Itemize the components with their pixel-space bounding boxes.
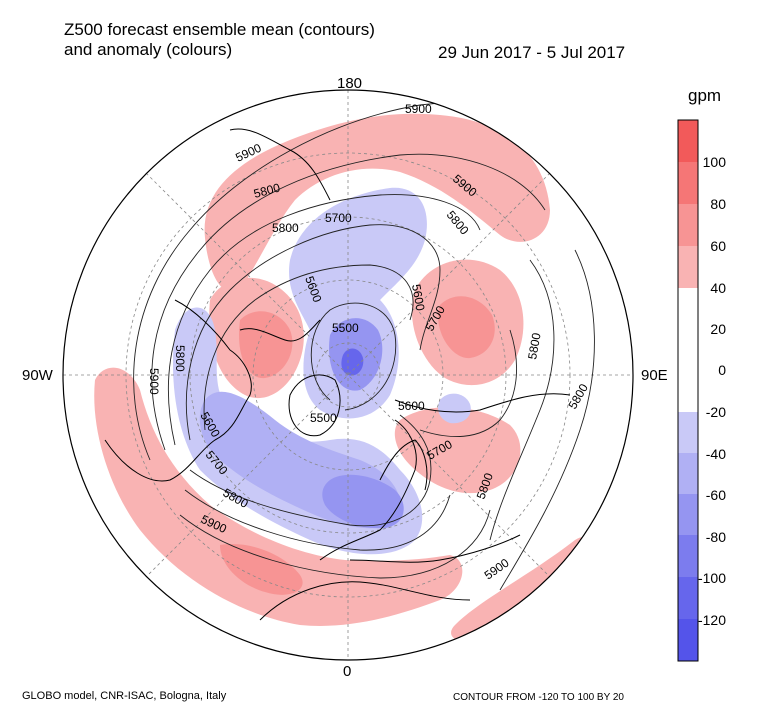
positive-anomaly-africa bbox=[451, 536, 595, 642]
contour-label: 5500 bbox=[332, 321, 359, 335]
contour-asia-3 bbox=[499, 249, 595, 591]
footer-contour-info: CONTOUR FROM -120 TO 100 BY 20 bbox=[453, 692, 624, 703]
colorbar-tick: -100 bbox=[697, 570, 726, 586]
colorbar-tick: -20 bbox=[705, 404, 726, 420]
title-line-1: Z500 forecast ensemble mean (contours) bbox=[64, 20, 375, 39]
coast-europe bbox=[319, 419, 417, 561]
coast-scandinavia bbox=[379, 439, 428, 491]
coast-alaska bbox=[229, 128, 331, 201]
colorbar-tick: -80 bbox=[705, 529, 726, 545]
colorbar-tick: -40 bbox=[705, 446, 726, 462]
coast-mediterranean bbox=[349, 534, 521, 563]
map-title: Z500 forecast ensemble mean (contours) a… bbox=[64, 20, 375, 60]
contour-label: 5600 bbox=[398, 399, 425, 413]
contour-label: 5900 bbox=[147, 368, 161, 395]
colorbar-swatch bbox=[678, 453, 698, 494]
coast-africa bbox=[259, 581, 471, 621]
footer-source: GLOBO model, CNR-ISAC, Bologna, Italy bbox=[22, 690, 227, 702]
colorbar-swatch bbox=[678, 246, 698, 288]
contour-label: 5700 bbox=[325, 211, 352, 225]
contour-label: 5500 bbox=[310, 411, 337, 425]
colorbar-swatch bbox=[678, 120, 698, 162]
colorbar-swatch bbox=[678, 535, 698, 577]
positive-anomaly-pacific bbox=[204, 113, 550, 292]
contour-europe-3 bbox=[179, 509, 491, 579]
colorbar-tick: -60 bbox=[705, 487, 726, 503]
colorbar bbox=[677, 119, 699, 662]
colorbar-swatch bbox=[678, 204, 698, 246]
colorbar-swatch bbox=[678, 288, 698, 412]
contour-europe-2 bbox=[184, 489, 451, 551]
meridians bbox=[63, 90, 633, 660]
negative-anomaly-kara bbox=[438, 393, 471, 424]
contour-label: 5600 bbox=[409, 283, 427, 312]
contour-5500 bbox=[310, 302, 397, 411]
contour-label: 5900 bbox=[405, 102, 432, 116]
colorbar-tick: 60 bbox=[710, 238, 726, 254]
map-boundary bbox=[62, 89, 634, 661]
contour-asia-2 bbox=[489, 259, 555, 541]
colorbar-tick: 20 bbox=[710, 321, 726, 337]
coast-canada-arctic bbox=[239, 319, 321, 342]
contour-label: 5800 bbox=[272, 221, 299, 235]
date-range: 29 Jun 2017 - 5 Jul 2017 bbox=[438, 43, 626, 62]
lon-label-bottom: 0 bbox=[343, 663, 352, 680]
colorbar-swatch bbox=[678, 577, 698, 619]
colorbar-tick: -120 bbox=[697, 612, 726, 628]
colorbar-unit: gpm bbox=[688, 86, 722, 105]
contour-5800 bbox=[167, 194, 481, 446]
coast-greenland bbox=[288, 374, 341, 437]
colorbar-swatch bbox=[678, 494, 698, 535]
coast-north-america bbox=[104, 299, 252, 482]
contour-5900-inner bbox=[151, 153, 546, 451]
contour-europe-1 bbox=[189, 414, 432, 527]
contour-label: 5800 bbox=[525, 331, 543, 360]
negative-anomaly-north-sea bbox=[322, 474, 404, 529]
positive-anomaly-siberia-core bbox=[438, 296, 495, 359]
contour-label: 5800 bbox=[252, 180, 282, 201]
colorbar-tick: 0 bbox=[718, 362, 726, 378]
negative-anomaly-pole-center bbox=[341, 348, 364, 376]
positive-anomaly-atlantic bbox=[94, 367, 463, 626]
contour-value-labels: 5900 5900 5900 5800 5800 5700 5600 5600 … bbox=[147, 102, 591, 582]
positive-anomaly-canada-core bbox=[239, 311, 293, 379]
positive-anomaly-atlantic-core bbox=[220, 544, 303, 595]
contour-label: 5800 bbox=[173, 345, 187, 372]
colorbar-tick: 100 bbox=[702, 154, 726, 170]
colorbar-tick: 40 bbox=[710, 280, 726, 296]
contour-5600 bbox=[203, 264, 414, 431]
colorbar-frame bbox=[677, 119, 699, 662]
height-contours bbox=[133, 102, 595, 591]
lon-label-right: 90E bbox=[641, 367, 668, 384]
colorbar-swatch bbox=[678, 162, 698, 204]
anomaly-shading bbox=[94, 113, 595, 642]
contour-label: 5800 bbox=[444, 208, 472, 238]
coastlines bbox=[104, 128, 571, 621]
colorbar-swatch bbox=[678, 412, 698, 453]
lon-label-top: 180 bbox=[337, 75, 363, 92]
lon-label-left: 90W bbox=[22, 367, 53, 384]
colorbar-tick: 80 bbox=[710, 196, 726, 212]
colorbar-swatch bbox=[678, 619, 698, 661]
title-line-2: and anomaly (colours) bbox=[64, 40, 233, 59]
contour-5700 bbox=[185, 224, 441, 441]
coast-asia bbox=[394, 393, 571, 413]
contour-label: 5800 bbox=[565, 381, 591, 411]
contour-asia-1 bbox=[419, 329, 518, 438]
